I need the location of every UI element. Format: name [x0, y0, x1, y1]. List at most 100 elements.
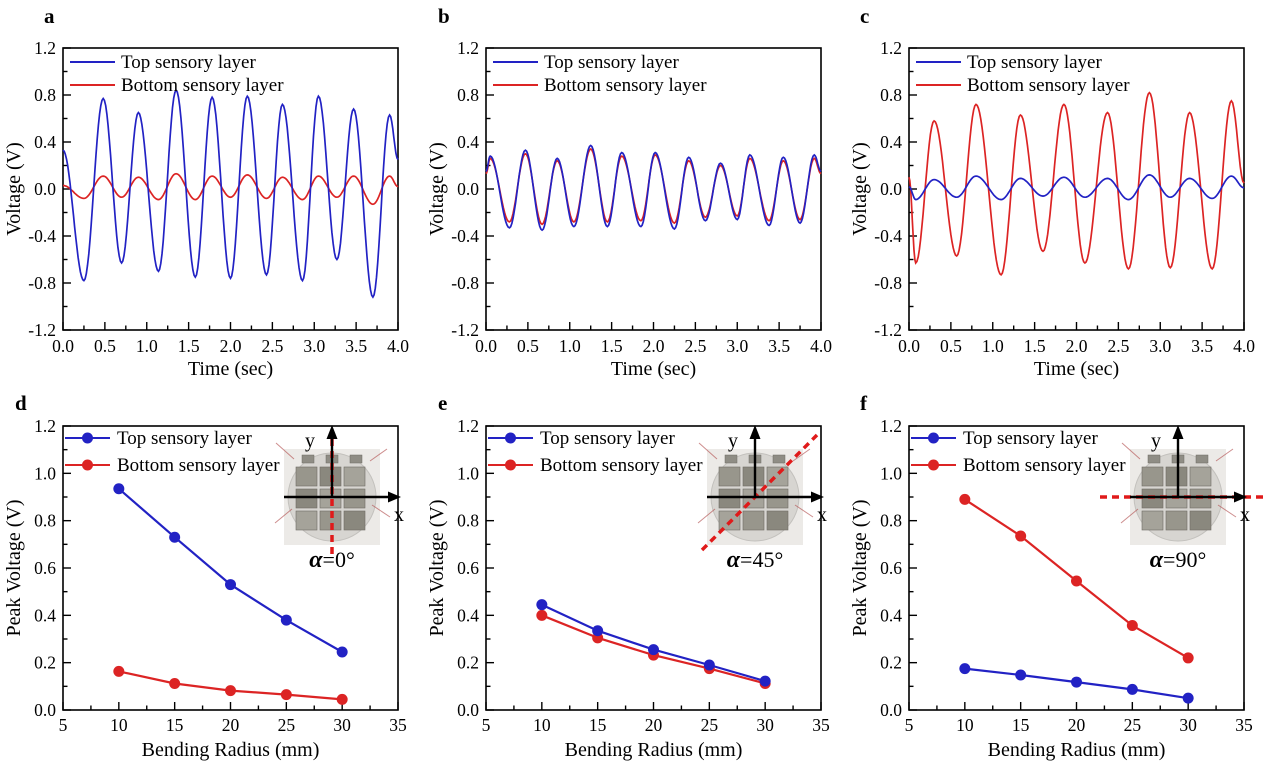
svg-text:0.5: 0.5 — [94, 336, 116, 356]
svg-text:-0.8: -0.8 — [28, 273, 56, 293]
series-bottom-sensory-layer — [113, 665, 348, 705]
panel-e: y x α=45° 5 10 15 20 25 30 35 0.0 0.2 0.4 0.6 0.8 1.0 1.… — [423, 385, 845, 764]
panel-c: 0.0 0.5 1.0 1.5 2.0 2.5 3.0 3.5 4.0 -1.2 -0.8 -0.4 0… — [846, 0, 1268, 383]
legend-label-top: Top sensory layer — [117, 428, 252, 449]
axis-tick-labels: 0.0 0.5 1.0 1.5 2.0 2.5 3.0 3.5 4.0 -1.2 -0.8 -0.4 0… — [28, 38, 409, 356]
svg-text:0.6: 0.6 — [34, 558, 56, 578]
y-axis-title: Voltage (V) — [3, 142, 25, 236]
svg-text:1.0: 1.0 — [880, 463, 902, 483]
svg-text:-0.4: -0.4 — [28, 226, 56, 246]
svg-text:1.0: 1.0 — [457, 463, 479, 483]
svg-text:0.2: 0.2 — [34, 653, 56, 673]
svg-text:0.4: 0.4 — [880, 605, 902, 625]
legend-label-bottom: Bottom sensory layer — [540, 455, 703, 476]
svg-text:0.8: 0.8 — [457, 511, 479, 531]
svg-text:1.2: 1.2 — [34, 38, 56, 58]
svg-text:-1.2: -1.2 — [874, 320, 902, 340]
svg-text:1.2: 1.2 — [457, 38, 479, 58]
x-axis-title: Time (sec) — [188, 358, 273, 380]
legend-label-top: Top sensory layer — [963, 428, 1098, 449]
svg-text:5: 5 — [59, 715, 68, 735]
x-axis-title: Bending Radius (mm) — [565, 739, 743, 761]
svg-text:0.4: 0.4 — [457, 605, 479, 625]
svg-text:0.4: 0.4 — [34, 132, 56, 152]
svg-text:0.8: 0.8 — [880, 85, 902, 105]
panel-a: 0.0 0.5 1.0 1.5 2.0 2.5 3.0 3.5 4.0 -1.2 -0.8 -0.4 0… — [0, 0, 422, 383]
svg-text:0.4: 0.4 — [880, 132, 902, 152]
legend-label-top: Top sensory layer — [544, 52, 679, 73]
svg-text:30: 30 — [1179, 715, 1197, 735]
svg-text:0.0: 0.0 — [457, 179, 479, 199]
svg-text:1.5: 1.5 — [178, 336, 200, 356]
svg-text:0.0: 0.0 — [475, 336, 497, 356]
svg-text:0.8: 0.8 — [457, 85, 479, 105]
svg-text:25: 25 — [1124, 715, 1142, 735]
svg-text:0.6: 0.6 — [457, 558, 479, 578]
panel-f: y x α=90° 5 10 15 20 25 30 35 0.0 0.2 0.4 0.6 0.8 1.0 1.… — [846, 385, 1268, 764]
legend-label-bottom: Bottom sensory layer — [963, 455, 1126, 476]
axis-tick-labels: 5 10 15 20 25 30 35 0.0 0.2 0.4 0.6 0.8 1.0 1.2 — [457, 416, 830, 735]
panel-f-chart: yxα=90°5 10 15 20 25 30 350.00.20.40.60.81.01.… — [849, 416, 1266, 761]
inset-x-axis-label: x — [394, 504, 404, 526]
panel-b: 0.0 0.5 1.0 1.5 2.0 2.5 3.0 3.5 4.0 -1.2 -0.8 -0.4 0… — [423, 0, 845, 383]
svg-text:0.0: 0.0 — [52, 336, 74, 356]
x-axis-title: Time (sec) — [1034, 358, 1119, 380]
svg-text:0.8: 0.8 — [34, 85, 56, 105]
svg-text:-1.2: -1.2 — [28, 320, 56, 340]
svg-text:1.2: 1.2 — [457, 416, 479, 436]
svg-text:15: 15 — [1012, 715, 1030, 735]
panel-a-chart: 0.0 0.5 1.0 1.5 2.0 2.5 3.0 3.5 4.0 -1.2 -0.8 -0.4 0… — [3, 38, 409, 380]
axis-ticks — [62, 425, 399, 711]
axis-ticks — [908, 425, 1245, 711]
x-axis-title: Bending Radius (mm) — [142, 739, 320, 761]
panel-letter-f: f — [860, 391, 867, 415]
series-top-sensory-layer — [113, 483, 348, 658]
x-axis-title: Bending Radius (mm) — [988, 739, 1166, 761]
series-bottom-sensory-layer — [959, 493, 1194, 664]
series-top-sensory-layer — [62, 88, 399, 299]
svg-text:35: 35 — [389, 715, 407, 735]
axis-ticks — [62, 47, 399, 331]
svg-text:3.0: 3.0 — [1149, 336, 1171, 356]
y-axis-title: Peak Voltage (V) — [3, 499, 25, 636]
svg-text:10: 10 — [533, 715, 551, 735]
svg-text:0.0: 0.0 — [34, 700, 56, 720]
svg-text:30: 30 — [756, 715, 774, 735]
panel-letter-c: c — [860, 4, 870, 28]
svg-text:0.0: 0.0 — [880, 179, 902, 199]
series-bottom-sensory-layer — [62, 172, 399, 206]
axis-tick-labels: 5 10 15 20 25 30 35 0.0 0.2 0.4 0.6 0.8 1.0 1.2 — [34, 416, 407, 735]
y-axis-title: Peak Voltage (V) — [426, 499, 448, 636]
panel-letter-e: e — [438, 391, 448, 415]
svg-text:0.0: 0.0 — [898, 336, 920, 356]
svg-text:-0.8: -0.8 — [874, 273, 902, 293]
svg-text:0.2: 0.2 — [457, 653, 479, 673]
svg-text:0.2: 0.2 — [880, 653, 902, 673]
svg-text:0.8: 0.8 — [880, 511, 902, 531]
inset-alpha-angle-label: α=90° — [1150, 547, 1207, 573]
svg-text:25: 25 — [278, 715, 296, 735]
svg-text:0.8: 0.8 — [34, 511, 56, 531]
svg-text:0.5: 0.5 — [940, 336, 962, 356]
svg-text:0.0: 0.0 — [457, 700, 479, 720]
svg-text:-0.4: -0.4 — [874, 226, 902, 246]
svg-text:35: 35 — [812, 715, 830, 735]
svg-text:2.5: 2.5 — [261, 336, 283, 356]
legend: Top sensory layer Bottom sensory layer — [488, 428, 703, 476]
svg-text:4.0: 4.0 — [387, 336, 409, 356]
svg-text:25: 25 — [701, 715, 719, 735]
legend-label-top: Top sensory layer — [540, 428, 675, 449]
svg-text:0.4: 0.4 — [457, 132, 479, 152]
svg-text:-1.2: -1.2 — [451, 320, 479, 340]
panel-letter-b: b — [438, 4, 450, 28]
svg-text:15: 15 — [589, 715, 607, 735]
svg-text:0.4: 0.4 — [34, 605, 56, 625]
svg-text:1.0: 1.0 — [982, 336, 1004, 356]
svg-text:1.2: 1.2 — [880, 416, 902, 436]
svg-text:0.0: 0.0 — [880, 700, 902, 720]
svg-text:2.5: 2.5 — [684, 336, 706, 356]
svg-text:15: 15 — [166, 715, 184, 735]
